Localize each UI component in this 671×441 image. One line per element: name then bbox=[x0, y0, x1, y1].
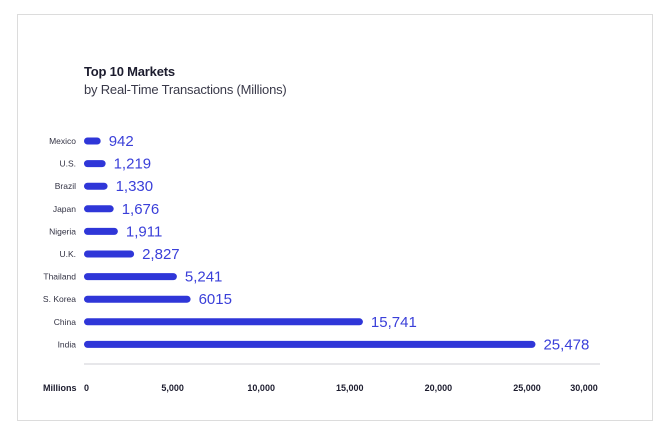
bar bbox=[84, 137, 101, 145]
category-label: India bbox=[58, 339, 77, 349]
chart-subtitle: by Real-Time Transactions (Millions) bbox=[84, 82, 287, 97]
value-label: 6015 bbox=[199, 291, 232, 308]
value-label: 2,827 bbox=[142, 246, 180, 263]
value-label: 1,219 bbox=[114, 156, 152, 173]
category-label: U.S. bbox=[59, 159, 76, 169]
x-tick-label: 25,000 bbox=[513, 383, 541, 393]
bar bbox=[84, 295, 191, 303]
category-label: Mexico bbox=[49, 136, 76, 146]
value-label: 25,478 bbox=[543, 336, 589, 353]
bar bbox=[84, 318, 363, 326]
chart-title: Top 10 Markets bbox=[84, 64, 175, 79]
bar bbox=[84, 273, 177, 281]
bar bbox=[84, 205, 114, 213]
category-label: U.K. bbox=[59, 249, 76, 259]
category-label: China bbox=[54, 317, 76, 327]
category-label: Thailand bbox=[43, 272, 76, 282]
bar bbox=[84, 182, 108, 190]
category-label: Japan bbox=[53, 204, 76, 214]
x-tick-label: 0 bbox=[84, 383, 89, 393]
category-label: Nigeria bbox=[49, 226, 76, 236]
chart-card bbox=[17, 14, 653, 421]
x-tick-label: 20,000 bbox=[425, 383, 453, 393]
value-label: 5,241 bbox=[185, 269, 223, 286]
x-tick-label: 30,000 bbox=[570, 383, 598, 393]
bar bbox=[84, 340, 536, 348]
x-tick-label: 10,000 bbox=[247, 383, 275, 393]
value-label: 1,676 bbox=[122, 201, 160, 218]
bar bbox=[84, 227, 118, 235]
x-tick-label: 5,000 bbox=[161, 383, 184, 393]
bar bbox=[84, 250, 135, 258]
value-label: 1,911 bbox=[126, 223, 162, 240]
category-label: Brazil bbox=[55, 181, 76, 191]
bar bbox=[84, 160, 106, 168]
value-label: 942 bbox=[109, 133, 134, 150]
category-label: S. Korea bbox=[43, 294, 76, 304]
x-axis-unit-label: Millions bbox=[43, 383, 77, 393]
x-tick-label: 15,000 bbox=[336, 383, 364, 393]
value-label: 1,330 bbox=[116, 178, 154, 195]
value-label: 15,741 bbox=[371, 314, 417, 331]
